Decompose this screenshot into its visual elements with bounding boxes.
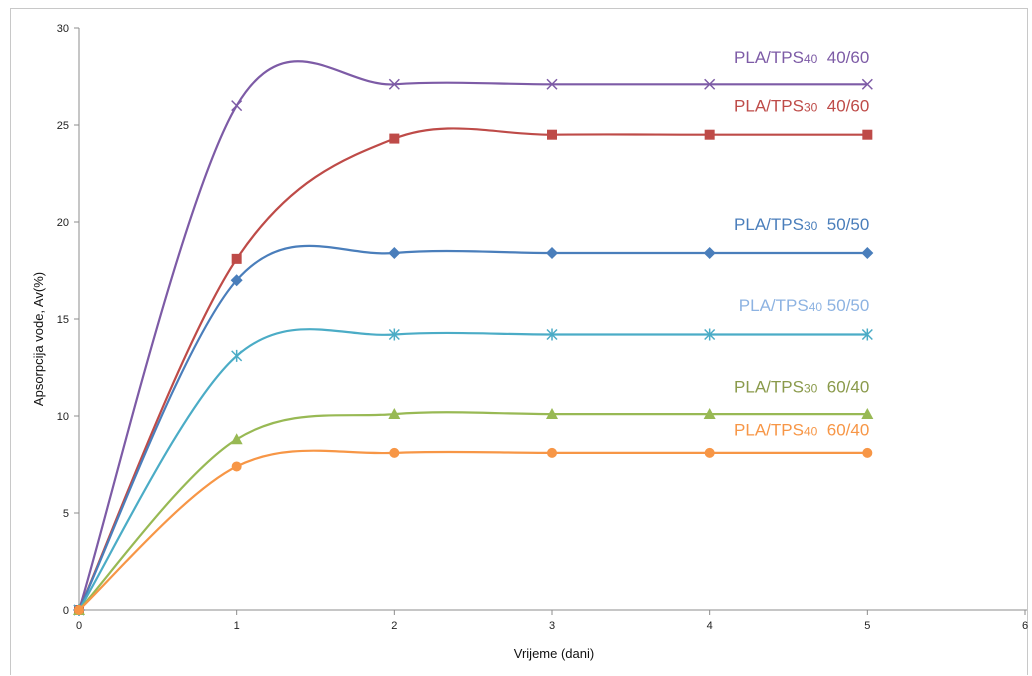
series-label: PLA/TPS40 40/60	[734, 48, 869, 67]
data-point-circle	[389, 447, 400, 458]
series-label: PLA/TPS40 50/50	[739, 296, 870, 315]
series-line	[78, 449, 868, 611]
series-label: PLA/TPS30 40/60	[734, 96, 869, 115]
data-point-circle	[231, 461, 242, 472]
series-4	[73, 328, 873, 616]
data-point-square	[231, 253, 242, 264]
series-layer	[73, 60, 874, 616]
data-point-diamond	[230, 274, 243, 287]
axes: 0 5 10 15 20 25 30 0 1 2 3 4 5 6	[57, 23, 1028, 632]
series-label: PLA/TPS30 50/50	[734, 215, 869, 234]
data-point-asterisk	[704, 328, 716, 341]
x-tick-label: 2	[391, 620, 397, 632]
data-point-x	[546, 78, 558, 90]
y-tick-label: 30	[57, 23, 69, 35]
x-axis-title: Vrijeme (dani)	[514, 646, 594, 661]
y-tick-label: 15	[57, 314, 69, 326]
data-point-triangle	[703, 408, 716, 420]
series-3	[73, 244, 874, 616]
data-point-diamond	[861, 247, 874, 260]
data-point-asterisk	[388, 328, 400, 341]
y-tick-label: 10	[57, 411, 69, 423]
data-point-circle	[74, 605, 84, 615]
series-label: PLA/TPS30 60/40	[734, 378, 869, 397]
data-point-diamond	[388, 247, 401, 260]
y-tick-label: 0	[63, 605, 69, 617]
data-point-triangle	[388, 408, 401, 420]
series-line	[78, 328, 868, 611]
data-point-square	[547, 129, 557, 140]
data-point-square	[704, 129, 715, 140]
data-point-asterisk	[546, 328, 558, 341]
series-label: PLA/TPS40 60/40	[734, 420, 869, 439]
data-point-diamond	[703, 247, 716, 260]
data-point-diamond	[546, 247, 558, 260]
data-point-x	[861, 78, 873, 90]
data-point-square	[862, 129, 873, 140]
data-point-x	[388, 78, 400, 90]
series-line	[77, 60, 868, 611]
x-tick-label: 5	[864, 620, 870, 632]
labels-layer: PLA/TPS40 40/60 PLA/TPS30 40/60 PLA/TPS30 …	[734, 48, 869, 439]
series-6	[74, 447, 873, 615]
data-point-square	[389, 133, 400, 144]
x-tick-label: 1	[234, 620, 240, 632]
y-tick-label: 5	[63, 508, 69, 520]
data-point-asterisk	[861, 328, 873, 341]
data-point-circle	[547, 447, 557, 458]
chart-frame: 0 5 10 15 20 25 30 0 1 2 3 4 5 6 PLA/TPS40 40/60 PLA/T…	[10, 8, 1028, 675]
y-tick-label: 25	[57, 120, 69, 132]
x-tick-label: 3	[549, 620, 555, 632]
x-tick-label: 4	[707, 620, 713, 632]
y-axis-title: Apsorpcija vode, Av(%)	[31, 272, 46, 406]
data-point-circle	[862, 447, 873, 458]
data-point-triangle	[546, 408, 558, 420]
data-point-triangle	[861, 408, 874, 420]
x-tick-label: 0	[76, 620, 82, 632]
x-tick-label: 6	[1022, 620, 1028, 632]
series-5	[73, 408, 874, 615]
data-point-x	[231, 100, 243, 112]
data-point-asterisk	[231, 349, 243, 362]
y-tick-label: 20	[57, 217, 69, 229]
series-line	[78, 411, 868, 611]
data-point-triangle	[230, 433, 243, 445]
data-point-circle	[704, 447, 715, 458]
data-point-x	[704, 78, 716, 90]
series-2	[74, 127, 873, 615]
